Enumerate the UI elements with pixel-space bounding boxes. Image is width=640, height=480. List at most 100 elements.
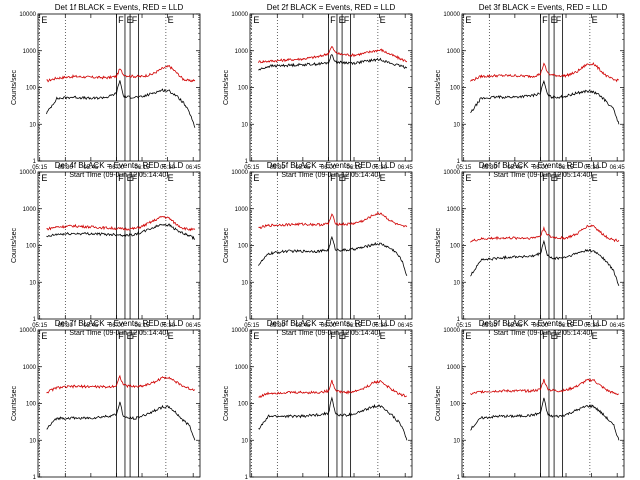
series-lld-red xyxy=(46,215,196,232)
plot-frame xyxy=(249,329,413,478)
interval-flag: F xyxy=(330,173,336,183)
interval-flag: F xyxy=(118,331,124,341)
y-tick-label: 10000 xyxy=(443,328,460,334)
y-tick-label: 10 xyxy=(29,280,36,286)
interval-flag: E xyxy=(551,15,557,25)
plot-frame xyxy=(249,13,413,162)
plot-frame xyxy=(37,13,201,162)
plot-frame xyxy=(249,171,413,320)
series-lld-red xyxy=(470,378,619,396)
interval-flag: E xyxy=(339,15,345,25)
x-tick-label: 06:45 xyxy=(398,165,414,171)
y-axis-label: Counts/sec xyxy=(11,385,18,421)
series-events-black xyxy=(470,239,620,286)
series-lld-red xyxy=(258,45,408,64)
interval-flag: F xyxy=(344,15,350,25)
series-lld-red xyxy=(258,212,408,230)
interval-flag: E xyxy=(592,15,598,25)
x-tick-label: 06:30 xyxy=(160,323,176,329)
interval-flag: E xyxy=(127,173,133,183)
interval-flag: E xyxy=(592,173,598,183)
y-tick-label: 1000 xyxy=(447,365,461,371)
x-tick-label: 05:15 xyxy=(244,323,260,329)
y-axis-label: Counts/sec xyxy=(11,227,18,263)
x-tick-label: 05:45 xyxy=(83,323,99,329)
y-axis-label: Counts/sec xyxy=(435,69,442,105)
series-events-black xyxy=(258,235,408,276)
y-tick-label: 100 xyxy=(238,244,249,250)
x-tick-label: 06:45 xyxy=(398,323,414,329)
y-tick-label: 10000 xyxy=(231,170,248,176)
x-tick-label: 05:15 xyxy=(32,323,48,329)
x-tick-label: 06:15 xyxy=(347,323,363,329)
interval-flag: E xyxy=(551,331,557,341)
y-tick-label: 10000 xyxy=(443,12,460,18)
series-lld-red xyxy=(470,62,620,83)
y-tick-label: 10000 xyxy=(443,170,460,176)
panel-title: Det 7f BLACK = Events, RED = LLD xyxy=(55,319,184,328)
interval-flag: F xyxy=(330,331,336,341)
y-tick-label: 1 xyxy=(33,159,37,165)
y-tick-label: 1000 xyxy=(447,49,461,55)
x-tick-label: 06:30 xyxy=(584,165,600,171)
x-tick-label: 06:00 xyxy=(321,165,337,171)
interval-flag: E xyxy=(41,331,47,341)
y-tick-label: 10 xyxy=(29,122,36,128)
x-tick-label: 06:15 xyxy=(135,323,151,329)
interval-flag: E xyxy=(127,15,133,25)
x-tick-label: 05:30 xyxy=(58,323,74,329)
x-tick-label: 06:15 xyxy=(347,165,363,171)
x-tick-label: 06:00 xyxy=(321,323,337,329)
x-tick-label: 05:30 xyxy=(270,165,286,171)
x-axis-label: Start Time (09-Jun-12 05:14:40) xyxy=(493,330,592,337)
x-axis-label: Start Time (09-Jun-12 05:14:40) xyxy=(281,172,380,179)
y-tick-label: 10000 xyxy=(19,12,36,18)
y-tick-label: 100 xyxy=(26,86,37,92)
x-axis-label: Start Time (09-Jun-12 05:14:40) xyxy=(69,330,168,337)
y-tick-label: 1 xyxy=(245,475,249,480)
panel-title: Det 2f BLACK = Events, RED = LLD xyxy=(267,3,396,12)
interval-flag: E xyxy=(253,15,259,25)
plot-frame xyxy=(461,13,625,162)
y-tick-label: 1 xyxy=(245,159,249,165)
x-tick-label: 05:45 xyxy=(507,323,523,329)
series-events-black xyxy=(46,401,196,441)
x-tick-label: 06:30 xyxy=(160,165,176,171)
y-tick-label: 1 xyxy=(33,317,37,323)
x-tick-label: 06:00 xyxy=(109,165,125,171)
interval-flag: E xyxy=(380,15,386,25)
x-tick-label: 05:30 xyxy=(270,323,286,329)
x-tick-label: 05:45 xyxy=(295,165,311,171)
panel-title: Det 3f BLACK = Events, RED = LLD xyxy=(479,3,608,12)
x-tick-label: 05:30 xyxy=(482,323,498,329)
y-tick-label: 1000 xyxy=(23,49,37,55)
y-tick-label: 1000 xyxy=(235,49,249,55)
x-axis-label: Start Time (09-Jun-12 05:14:40) xyxy=(281,330,380,337)
interval-flag: E xyxy=(127,331,133,341)
x-tick-label: 06:15 xyxy=(559,323,575,329)
interval-flag: E xyxy=(339,331,345,341)
interval-flag: E xyxy=(380,173,386,183)
interval-flag: F xyxy=(118,15,124,25)
x-tick-label: 05:45 xyxy=(507,165,523,171)
y-tick-label: 100 xyxy=(450,86,461,92)
x-tick-label: 06:45 xyxy=(186,323,202,329)
y-tick-label: 1 xyxy=(457,159,461,165)
x-tick-label: 06:15 xyxy=(559,165,575,171)
x-tick-label: 06:15 xyxy=(135,165,151,171)
interval-flag: F xyxy=(132,331,138,341)
interval-flag: E xyxy=(592,331,598,341)
series-lld-red xyxy=(258,379,408,398)
interval-flag: E xyxy=(465,173,471,183)
interval-flag: E xyxy=(339,173,345,183)
x-tick-label: 06:45 xyxy=(610,165,626,171)
y-tick-label: 100 xyxy=(450,244,461,250)
interval-flag: F xyxy=(330,15,336,25)
x-tick-label: 06:30 xyxy=(372,323,388,329)
y-axis-label: Counts/sec xyxy=(223,385,230,421)
interval-flag: F xyxy=(344,331,350,341)
interval-flag: F xyxy=(556,331,562,341)
y-tick-label: 1000 xyxy=(447,207,461,213)
y-tick-label: 10 xyxy=(241,438,248,444)
